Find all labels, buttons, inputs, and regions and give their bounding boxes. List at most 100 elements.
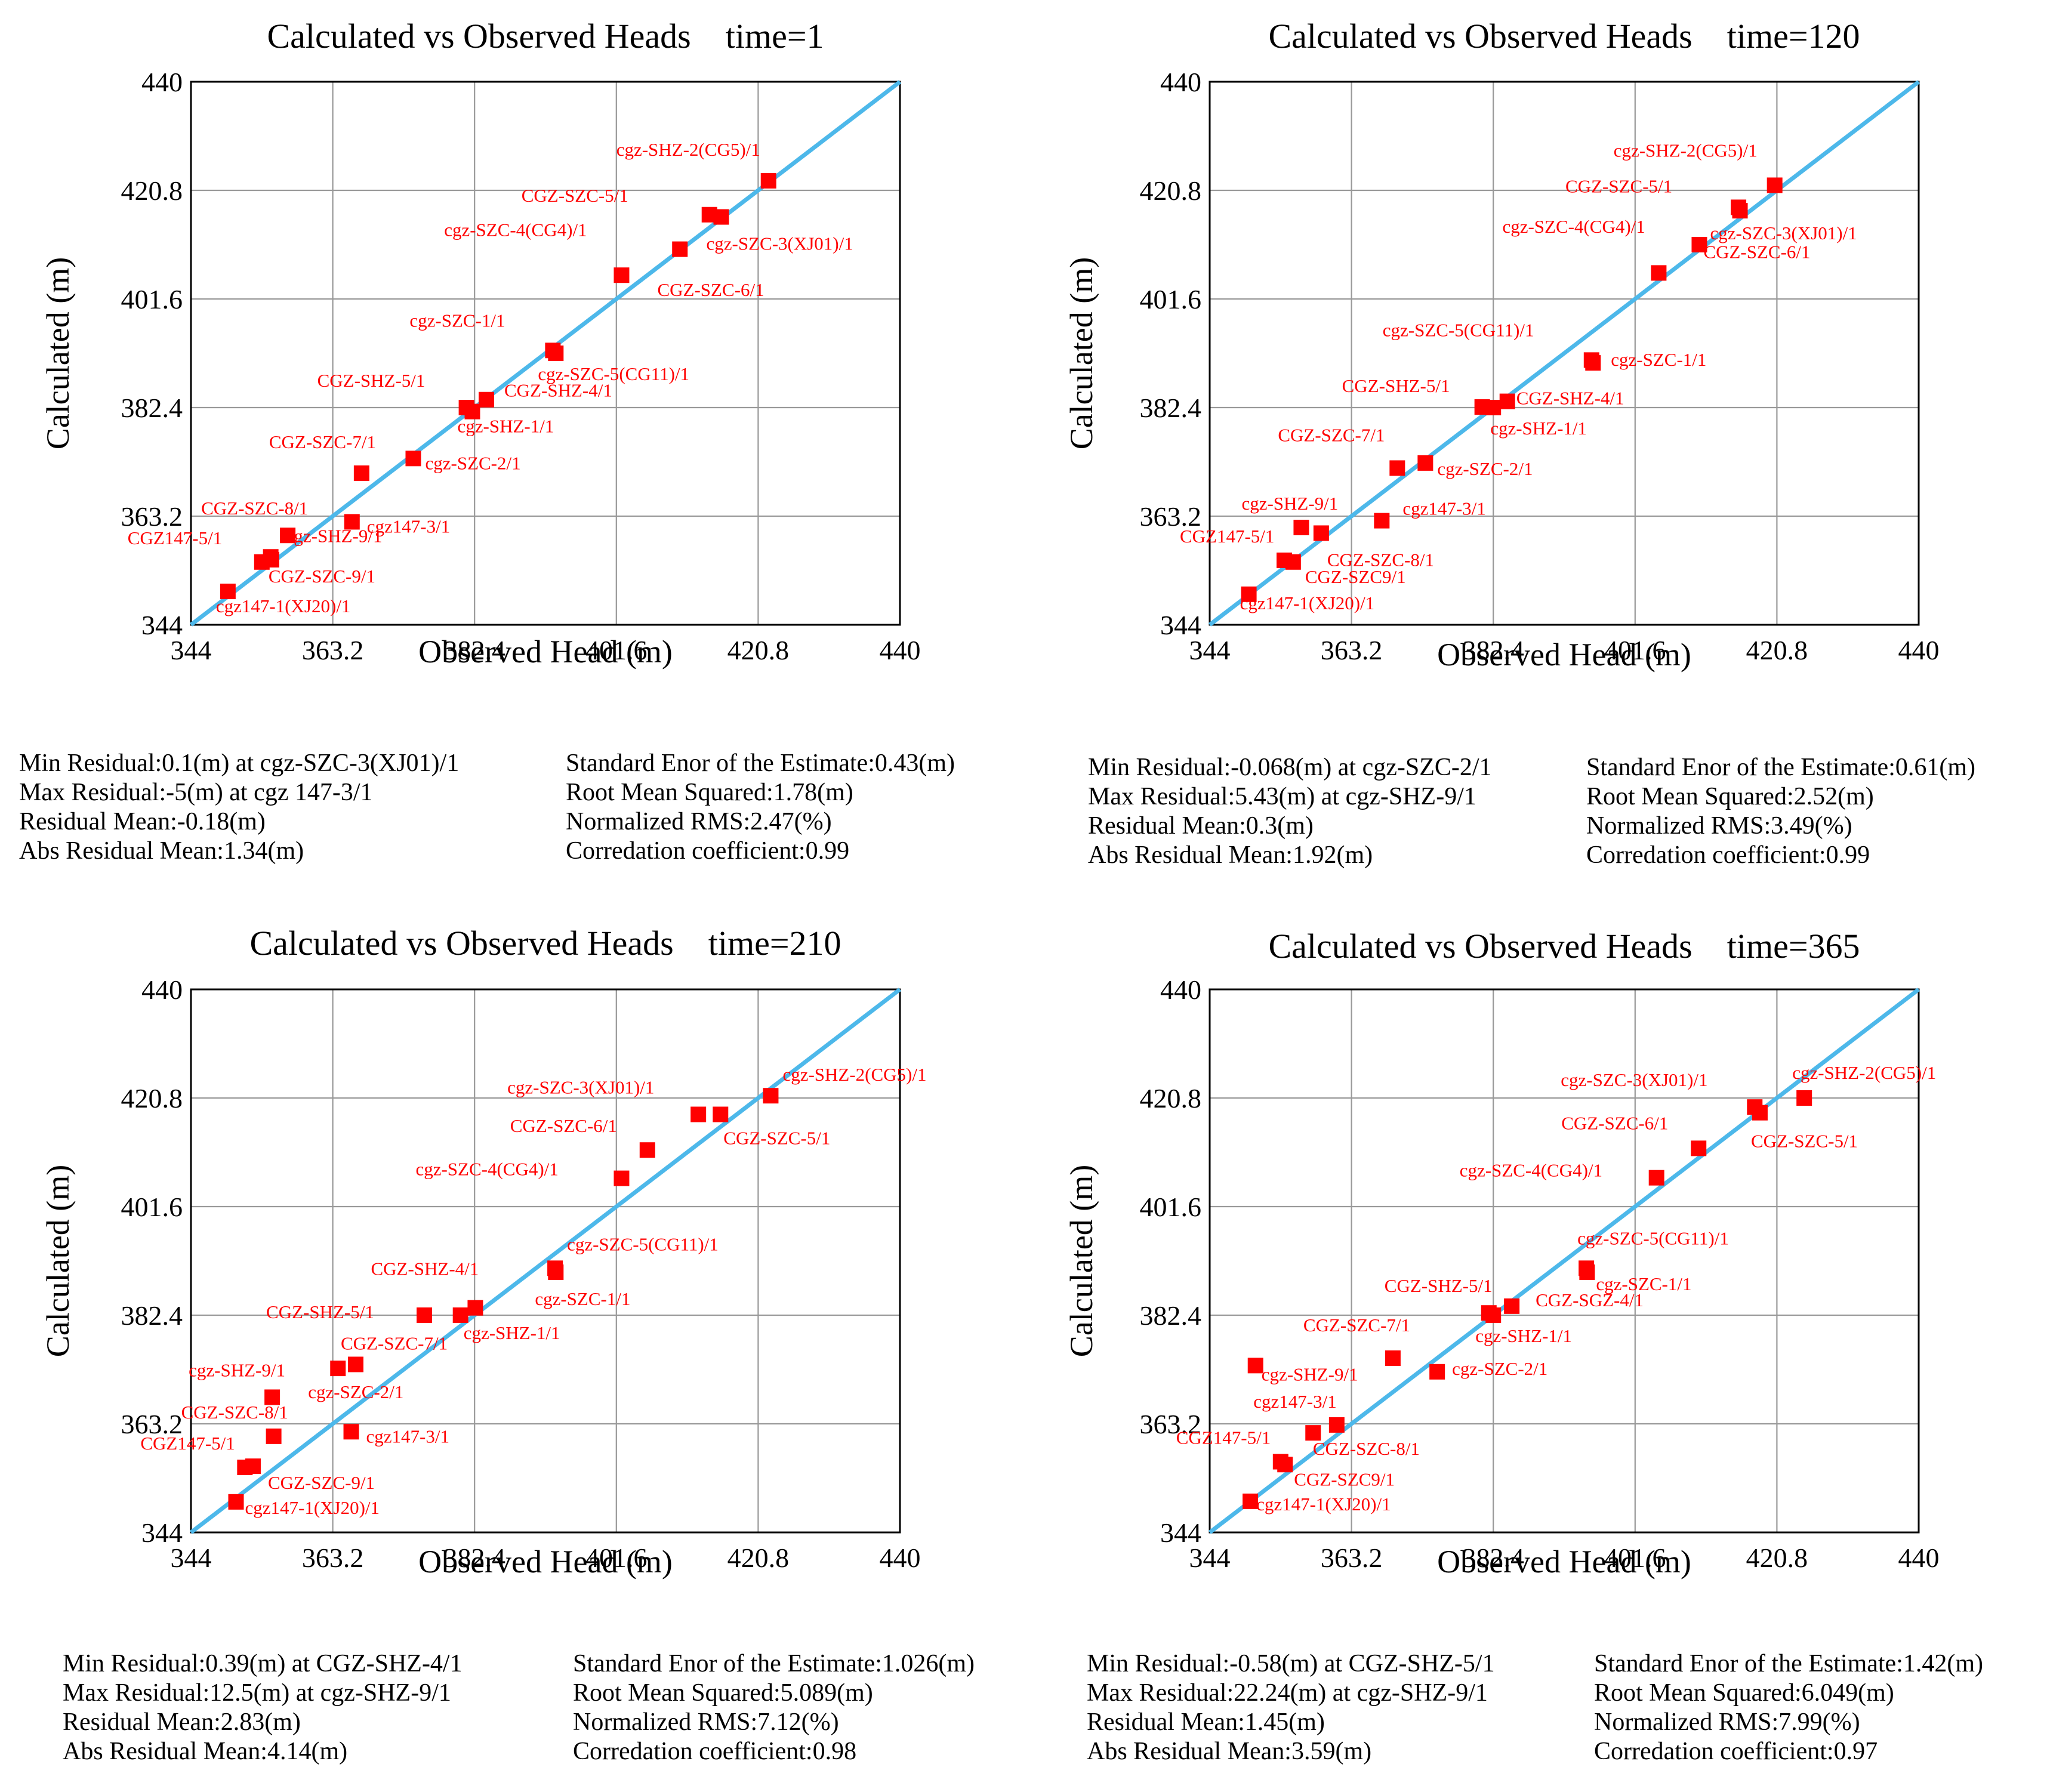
data-point-marker	[1293, 519, 1309, 535]
data-point-marker	[264, 1389, 280, 1405]
data-point-label: cgz147-1(XJ20)/1	[1256, 1494, 1391, 1515]
data-point-label: cgz-SZC-3(XJ01)/1	[707, 233, 853, 254]
y-tick-label: 440	[1160, 67, 1201, 97]
data-point-label: cgz147-3/1	[1402, 498, 1485, 519]
y-tick-label: 420.8	[1140, 175, 1202, 206]
data-point-marker	[263, 551, 279, 567]
stat-min-residual: Min Residual:0.1(m) at cgz-SZC-3(XJ01)/1	[19, 750, 460, 777]
data-point-label: cgz147-1(XJ20)/1	[216, 596, 351, 616]
data-point-label: cgz-SZC-5(CG11)/1	[567, 1233, 719, 1254]
data-point-label: CGZ147-5/1	[1180, 526, 1274, 547]
data-point-marker	[1579, 1264, 1595, 1280]
data-point-marker	[1504, 1298, 1520, 1314]
y-tick-label: 382.4	[121, 1300, 183, 1331]
x-tick-label: 440	[880, 1543, 921, 1573]
y-tick-label: 420.8	[1140, 1083, 1202, 1114]
stat-normalized-rms: Normalized RMS:7.12(%)	[573, 1708, 839, 1736]
data-point-label: cgz-SZC-5(CG11)/1	[1577, 1227, 1729, 1248]
data-point-marker	[690, 1106, 707, 1122]
data-point-label: CGZ-SHZ-5/1	[317, 370, 426, 391]
plot-frame	[190, 81, 901, 626]
data-point-marker	[672, 241, 688, 257]
data-point-label: CGZ-SZC-6/1	[510, 1115, 617, 1136]
chart-title: Calculated vs Observed Heads time=365	[1268, 927, 1860, 966]
chart-panel-time-210: Calculated vs Observed Heads time=210 344…	[0, 895, 1024, 1790]
data-point-label: CGZ147-5/1	[1176, 1427, 1271, 1448]
data-point-marker	[1241, 586, 1257, 602]
data-point-label: CGZ-SZC-6/1	[1703, 241, 1810, 262]
data-point-marker	[1313, 525, 1329, 541]
y-tick-label: 420.8	[121, 1083, 183, 1114]
data-point-label: cgz-SZC-5(CG11)/1	[1383, 319, 1534, 340]
data-point-label: cgz-SZC-1/1	[1611, 349, 1706, 370]
data-point-marker	[1374, 513, 1390, 529]
y-tick-label: 440	[141, 67, 183, 97]
y-tick-label: 382.4	[121, 393, 183, 423]
x-tick-label: 401.6	[1604, 1543, 1666, 1573]
data-point-marker	[548, 1264, 564, 1280]
data-point-label: cgz-SHZ-1/1	[457, 416, 554, 437]
data-point-label: cgz-SHZ-2(CG5)/1	[1614, 140, 1758, 161]
data-point-label: CGZ-SZC-7/1	[1278, 424, 1385, 445]
stat-normalized-rms: Normalized RMS:2.47(%)	[566, 808, 832, 835]
stat-abs-residual-mean: Abs Residual Mean:4.14(m)	[63, 1738, 348, 1765]
stat-max-residual: Max Residual:22.24(m) at cgz-SHZ-9/1	[1087, 1679, 1488, 1707]
data-point-marker	[1796, 1090, 1812, 1106]
y-tick-label: 344	[1160, 1518, 1201, 1548]
data-point-label: CGZ-SGZ-4/1	[1536, 1290, 1644, 1310]
x-tick-label: 382.4	[443, 1543, 505, 1573]
data-point-marker	[452, 1307, 468, 1323]
data-point-label: cgz-SZC-3(XJ01)/1	[1710, 223, 1857, 243]
data-point-label: CGZ-SZC-7/1	[341, 1333, 448, 1353]
data-point-label: CGZ-SHZ-4/1	[504, 380, 612, 401]
data-point-marker	[1305, 1425, 1321, 1441]
stats-right-time-365: Standard Enor of the Estimate:1.42(m) Ro…	[1594, 1649, 1983, 1766]
scatter-chart-time-210: Calculated vs Observed Heads time=210 344…	[40, 924, 927, 1580]
x-tick-label: 344	[171, 635, 212, 665]
data-point-marker	[1691, 237, 1707, 252]
data-point-label: CGZ-SZC-5/1	[1751, 1131, 1858, 1152]
data-point-marker	[713, 1106, 729, 1122]
stat-standard-error: Standard Enor of the Estimate:0.61(m)	[1586, 754, 1976, 781]
data-point-marker	[280, 528, 296, 544]
stats-right-time-120: Standard Enor of the Estimate:0.61(m) Ro…	[1586, 753, 1975, 870]
data-point-label: cgz-SHZ-1/1	[1475, 1325, 1572, 1346]
chart-panel-time-365: Calculated vs Observed Heads time=365 344…	[1024, 895, 2047, 1790]
data-point-label: cgz-SZC-2/1	[308, 1381, 403, 1402]
stat-residual-mean: Residual Mean:-0.18(m)	[19, 808, 266, 835]
data-point-label: CGZ-SZC-8/1	[1313, 1438, 1420, 1459]
x-axis-label: Observed Head (m)	[418, 634, 673, 670]
stat-abs-residual-mean: Abs Residual Mean:1.92(m)	[1088, 841, 1373, 869]
data-point-marker	[344, 514, 360, 530]
x-axis-label: Observed Head (m)	[1437, 637, 1691, 673]
y-tick-label: 440	[1160, 974, 1201, 1005]
data-point-label: cgz-SHZ-9/1	[286, 525, 383, 546]
stats-left-time-120: Min Residual:-0.068(m) at cgz-SZC-2/1 Ma…	[1088, 753, 1492, 870]
x-tick-label: 420.8	[727, 635, 790, 665]
data-point-label: CGZ-SZC-7/1	[269, 431, 376, 452]
data-point-marker	[1485, 1307, 1502, 1323]
data-point-label: cgz-SZC-2/1	[425, 452, 520, 473]
chart-title: Calculated vs Observed Heads time=210	[249, 924, 841, 963]
data-point-marker	[639, 1142, 655, 1158]
stat-standard-error: Standard Enor of the Estimate:0.43(m)	[566, 750, 955, 777]
plot-frame	[1209, 81, 1920, 626]
data-point-marker	[343, 1424, 359, 1440]
data-point-marker	[760, 172, 776, 189]
data-point-marker	[1417, 455, 1433, 471]
stat-normalized-rms: Normalized RMS:7.99(%)	[1594, 1708, 1860, 1736]
y-tick-label: 420.8	[121, 175, 183, 206]
y-axis-label: Calculated (m)	[40, 1165, 76, 1357]
stats-right-time-210: Standard Enor of the Estimate:1.026(m) R…	[573, 1649, 975, 1766]
data-point-marker	[1328, 1417, 1345, 1433]
stat-residual-mean: Residual Mean:0.3(m)	[1088, 812, 1314, 840]
data-point-marker	[1285, 554, 1301, 570]
chart-panel-time-1: Calculated vs Observed Heads time=1 344 36…	[0, 0, 1024, 895]
data-point-marker	[1429, 1364, 1445, 1380]
y-axis-label: Calculated (m)	[1063, 257, 1099, 449]
data-point-label: cgz-SZC-1/1	[535, 1288, 630, 1309]
data-point-marker	[1651, 265, 1667, 281]
y-axis-label: Calculated (m)	[40, 257, 76, 449]
stat-residual-mean: Residual Mean:1.45(m)	[1087, 1708, 1325, 1736]
plot-frame	[1209, 988, 1920, 1534]
